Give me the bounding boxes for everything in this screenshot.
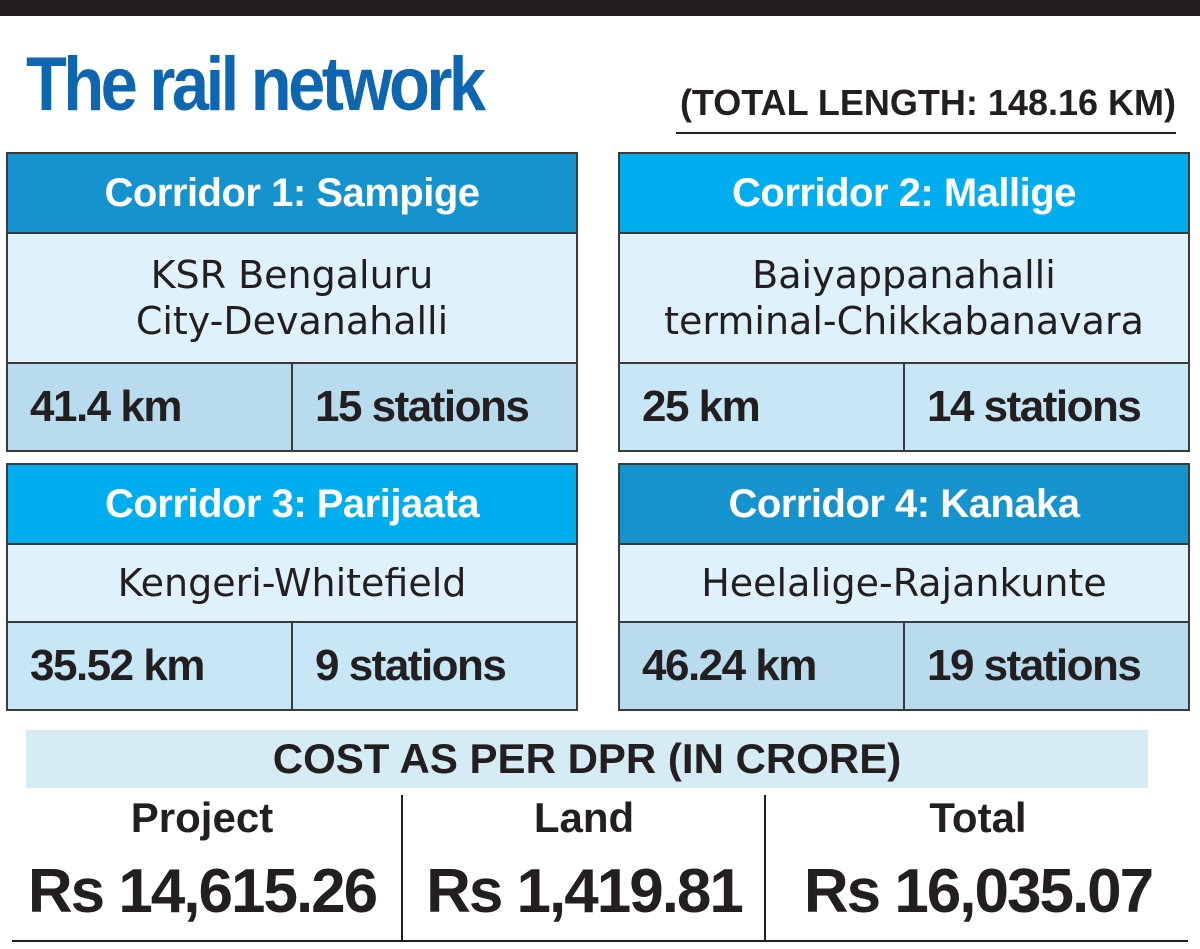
cost-project-value: Rs 14,615.26	[27, 857, 378, 926]
corridor-4-length: 46.24 km	[620, 623, 903, 709]
corridor-card-2: Corridor 2: Mallige Baiyappanahalli term…	[618, 152, 1190, 452]
corridor-2-header: Corridor 2: Mallige	[620, 154, 1188, 232]
cost-divider-2	[764, 795, 766, 941]
corridor-4-route-line1: Heelalige-Rajankunte	[701, 561, 1107, 605]
bottom-rule	[12, 940, 1188, 942]
corridor-3-header: Corridor 3: Parijaata	[8, 465, 576, 543]
top-rule	[0, 0, 1200, 16]
cost-project-label: Project	[130, 794, 274, 841]
total-length-underline	[676, 132, 1176, 134]
corridor-3-route-line1: Kengeri-Whitefield	[117, 561, 467, 605]
corridor-1-route-line2: City-Devanahalli	[135, 299, 449, 343]
cost-heading: COST AS PER DPR (IN CRORE)	[26, 730, 1148, 788]
total-length: (TOTAL LENGTH: 148.16 KM)	[679, 82, 1176, 123]
corridor-1-stats: 41.4 km 15 stations	[8, 362, 576, 450]
corridor-card-3: Corridor 3: Parijaata Kengeri-Whitefield…	[6, 463, 578, 711]
corridor-card-4: Corridor 4: Kanaka Heelalige-Rajankunte …	[618, 463, 1190, 711]
cost-total-label: Total	[929, 794, 1027, 841]
corridor-2-route-line1: Baiyappanahalli	[752, 253, 1056, 297]
corridor-1-length: 41.4 km	[8, 364, 291, 450]
corridor-2-stats: 25 km 14 stations	[620, 362, 1188, 450]
corridor-1-header: Corridor 1: Sampige	[8, 154, 576, 232]
cost-land-value: Rs 1,419.81	[426, 857, 744, 926]
corridor-3-stations: 9 stations	[291, 623, 576, 709]
cost-project: Project Rs 14,615.26	[6, 790, 398, 938]
cost-total: Total Rs 16,035.07	[768, 790, 1188, 938]
cost-divider-1	[401, 795, 403, 941]
corridor-1-route-line1: KSR Bengaluru	[150, 253, 434, 297]
corridor-4-header: Corridor 4: Kanaka	[620, 465, 1188, 543]
corridor-2-route-line2: terminal-Chikkabanavara	[664, 299, 1144, 343]
cost-land-label: Land	[533, 794, 635, 841]
corridor-1-route: KSR Bengaluru City-Devanahalli	[8, 232, 576, 362]
corridor-2-route: Baiyappanahalli terminal-Chikkabanavara	[620, 232, 1188, 362]
corridor-4-route: Heelalige-Rajankunte	[620, 543, 1188, 621]
corridor-1-stations: 15 stations	[291, 364, 576, 450]
corridor-4-stations: 19 stations	[903, 623, 1188, 709]
corridor-3-stats: 35.52 km 9 stations	[8, 621, 576, 709]
corridor-3-route: Kengeri-Whitefield	[8, 543, 576, 621]
corridor-card-1: Corridor 1: Sampige KSR Bengaluru City-D…	[6, 152, 578, 452]
page-title: The rail network	[26, 42, 486, 127]
corridor-3-length: 35.52 km	[8, 623, 291, 709]
corridor-4-stats: 46.24 km 19 stations	[620, 621, 1188, 709]
corridor-2-length: 25 km	[620, 364, 903, 450]
cost-total-value: Rs 16,035.07	[803, 857, 1154, 926]
corridor-2-stations: 14 stations	[903, 364, 1188, 450]
cost-land: Land Rs 1,419.81	[404, 790, 764, 938]
